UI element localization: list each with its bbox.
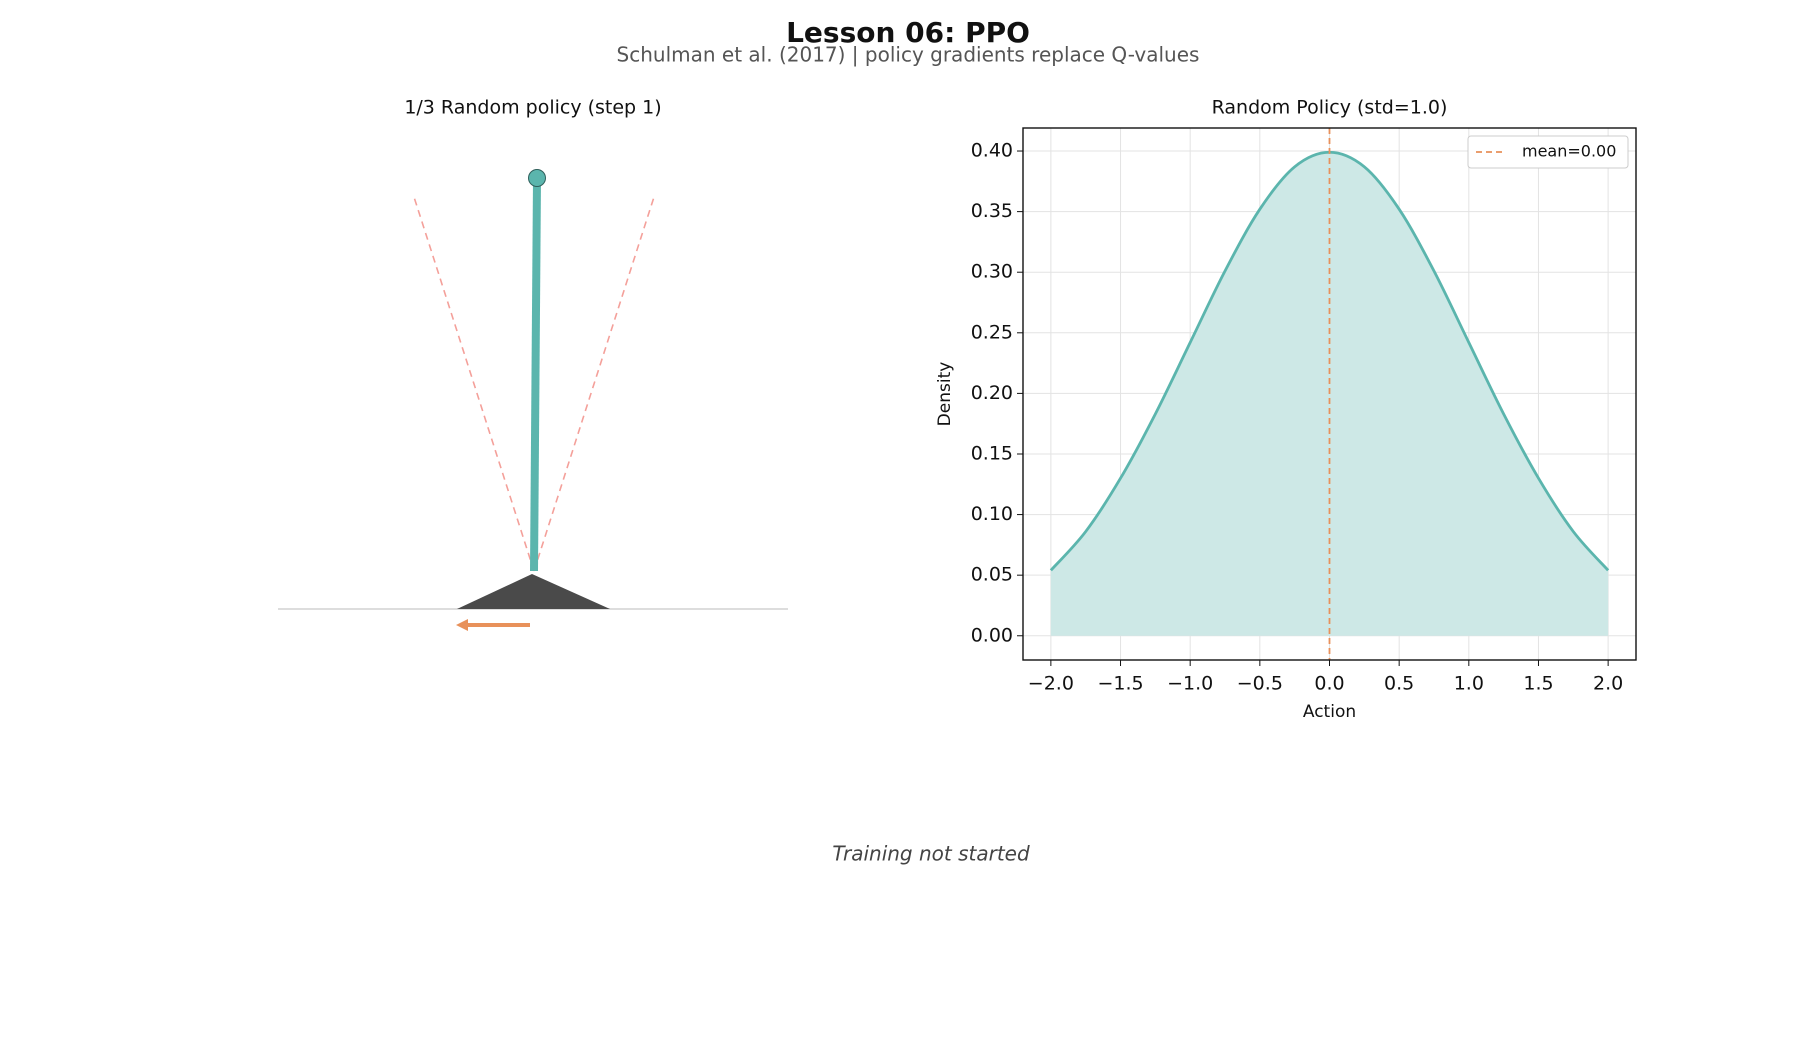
y-tick-label: 0.40: [971, 140, 1013, 162]
chart-title: Random Policy (std=1.0): [1212, 97, 1448, 119]
figure-subtitle: Schulman et al. (2017) | policy gradient…: [617, 43, 1200, 67]
x-tick-label: 0.0: [1314, 673, 1344, 695]
status: Training not started: [832, 842, 1030, 866]
limit-line: [413, 196, 535, 572]
pole: [530, 178, 541, 572]
x-tick-label: 0.5: [1384, 673, 1414, 695]
cartpole: [278, 169, 788, 631]
pole-tip: [528, 169, 546, 187]
y-tick-label: 0.15: [971, 442, 1013, 464]
x-axis-label: Action: [1303, 702, 1356, 722]
y-tick-label: 0.25: [971, 321, 1013, 343]
axes-frame: [1022, 127, 1637, 661]
y-tick-label: 0.30: [971, 261, 1013, 283]
x-tick-label: −1.0: [1167, 673, 1213, 695]
panel-title: 1/3 Random policy (step 1): [404, 97, 661, 119]
x-tick-label: 2.0: [1593, 673, 1623, 695]
y-axis-label: Density: [935, 362, 955, 427]
x-tick-label: −0.5: [1237, 673, 1283, 695]
legend-box: [1467, 135, 1629, 169]
y-tick-label: 0.05: [971, 564, 1013, 586]
y-tick-label: 0.10: [971, 503, 1013, 525]
cart: [457, 574, 610, 609]
limit-line: [533, 196, 655, 572]
legend: mean=0.00: [1467, 135, 1629, 169]
arrow-head: [456, 619, 468, 631]
x-tick-label: 1.5: [1523, 673, 1553, 695]
figure-title: Lesson 06: PPO: [786, 16, 1030, 49]
x-tick-label: −2.0: [1028, 673, 1074, 695]
y-tick-label: 0.35: [971, 200, 1013, 222]
x-tick-label: 1.0: [1454, 673, 1484, 695]
y-tick-label: 0.20: [971, 382, 1013, 404]
legend-label: mean=0.00: [1522, 142, 1616, 161]
x-tick-label: −1.5: [1097, 673, 1143, 695]
y-tick-label: 0.00: [971, 624, 1013, 646]
